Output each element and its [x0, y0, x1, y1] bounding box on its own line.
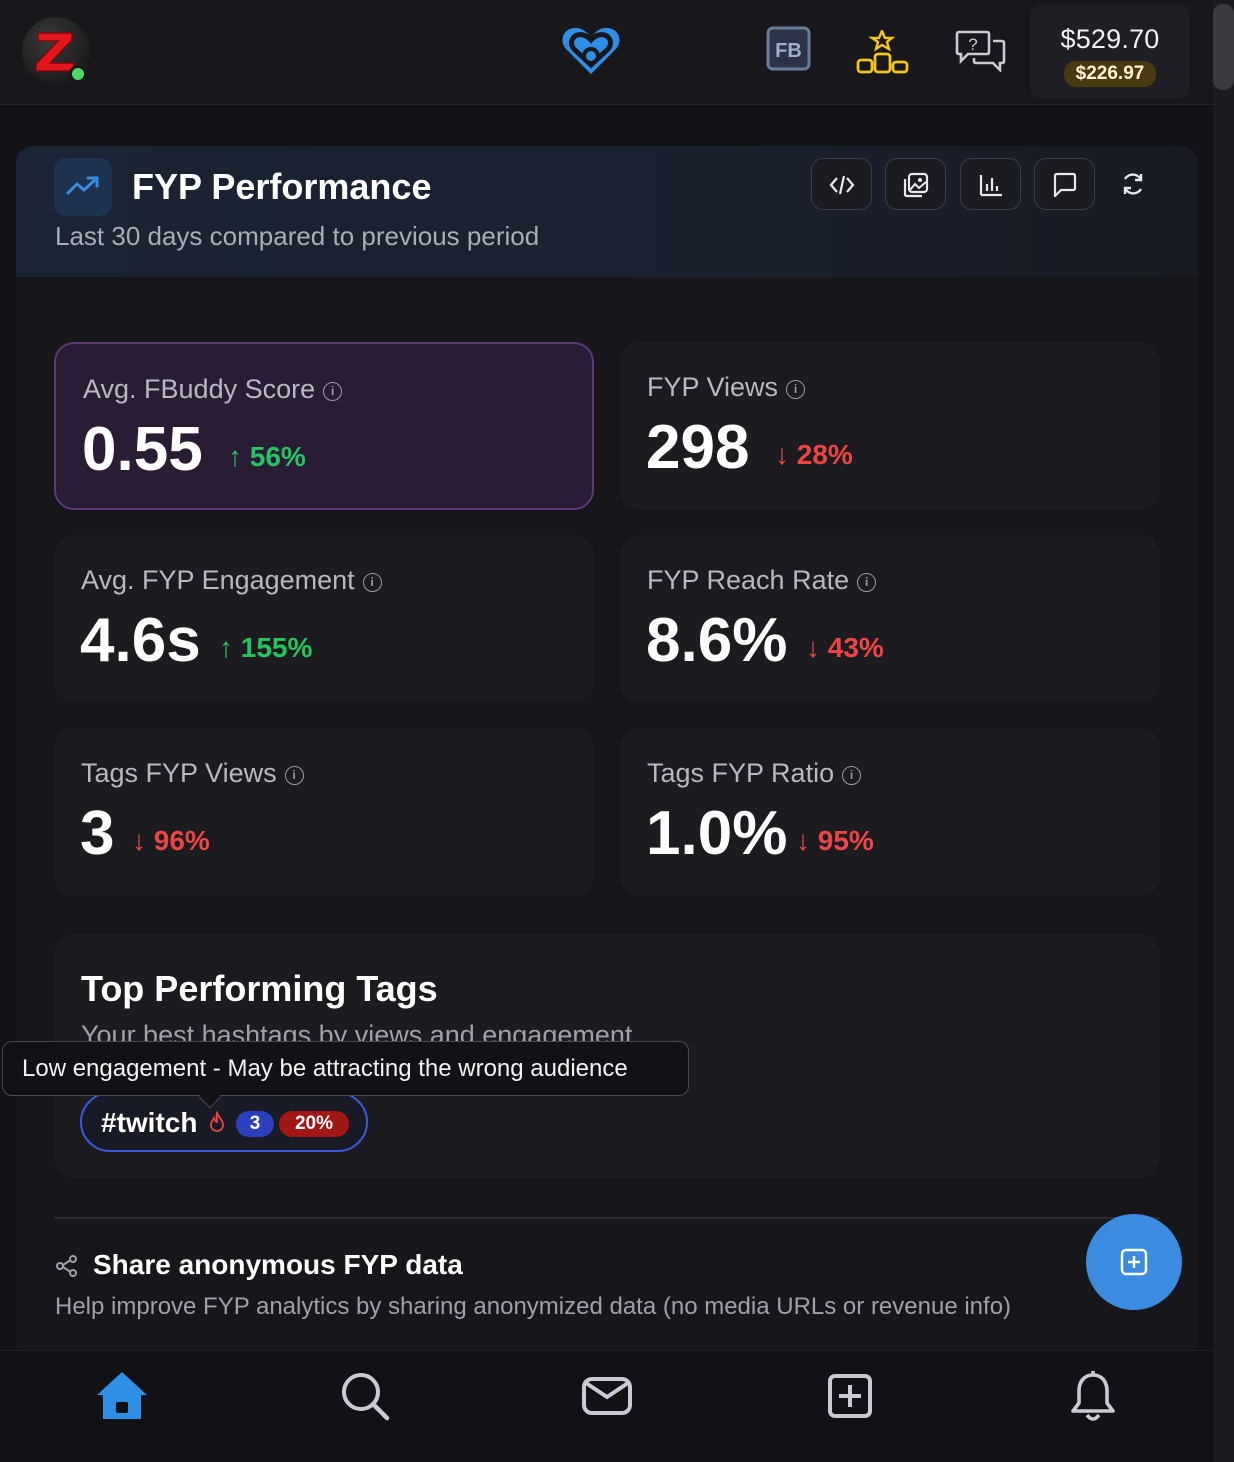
create-post-button[interactable]	[1086, 1214, 1182, 1310]
analytics-button[interactable]	[960, 158, 1021, 210]
metric-value: 298	[646, 413, 750, 482]
divider	[54, 1217, 1160, 1219]
embed-code-button[interactable]	[811, 158, 872, 210]
scrollbar-track[interactable]	[1214, 0, 1234, 1462]
metric-card-fyp-views[interactable]: FYP Views i 298 ↓ 28%	[620, 342, 1160, 510]
balance-sub: $226.97	[1063, 61, 1157, 87]
heart-logo-icon[interactable]	[560, 24, 622, 83]
search-icon[interactable]	[338, 1369, 392, 1428]
info-icon[interactable]: i	[857, 573, 877, 592]
metric-label: FYP Reach Rate i	[647, 565, 877, 596]
bar-chart-icon	[979, 175, 1002, 197]
metric-label: Tags FYP Views i	[81, 758, 304, 789]
comment-icon	[1053, 172, 1077, 198]
info-icon[interactable]: i	[323, 382, 343, 401]
metric-card-fbuddy-score[interactable]: Avg. FBuddy Score i 0.55 ↑ 56%	[54, 342, 594, 510]
online-status-dot	[69, 65, 87, 83]
panel-header: FYP Performance Last 30 days compared to…	[16, 146, 1198, 277]
metric-card-tags-fyp-ratio[interactable]: Tags FYP Ratio i 1.0% ↓ 95%	[620, 728, 1160, 896]
metric-card-fyp-engagement[interactable]: Avg. FYP Engagement i 4.6s ↑ 155%	[54, 535, 594, 703]
trending-up-icon	[54, 158, 112, 216]
gallery-icon	[903, 172, 929, 198]
tag-ratio-badge: 20%	[279, 1111, 349, 1137]
code-icon	[829, 175, 855, 195]
gallery-button[interactable]	[885, 158, 946, 210]
metric-value: 8.6%	[646, 606, 788, 675]
metric-label: Tags FYP Ratio i	[647, 758, 862, 789]
share-title[interactable]: Share anonymous FYP data	[93, 1249, 463, 1280]
info-icon[interactable]: i	[284, 766, 304, 785]
share-description: Help improve FYP analytics by sharing an…	[55, 1293, 1012, 1320]
plus-square-icon	[1120, 1248, 1148, 1276]
help-chat-icon[interactable]: ?	[954, 30, 1008, 77]
metric-value: 3	[80, 799, 115, 868]
refresh-icon	[1123, 173, 1143, 195]
info-icon[interactable]: i	[842, 766, 862, 785]
info-icon[interactable]: i	[786, 380, 806, 399]
metric-delta: ↑ 155%	[219, 632, 313, 663]
metric-delta: ↓ 28%	[775, 439, 853, 470]
share-icon	[55, 1254, 79, 1283]
metric-delta: ↓ 43%	[806, 632, 884, 663]
flame-icon	[209, 1110, 225, 1138]
scrollbar-thumb[interactable]	[1213, 4, 1234, 90]
avatar[interactable]	[22, 17, 90, 85]
tag-tooltip: Low engagement - May be attracting the w…	[2, 1041, 689, 1096]
tags-subtitle: Your best hashtags by views and engageme…	[81, 1020, 633, 1042]
create-icon[interactable]	[826, 1369, 874, 1428]
tag-pill[interactable]: #twitch 3 20%	[80, 1092, 368, 1152]
bottom-nav	[0, 1350, 1214, 1462]
metric-card-tags-fyp-views[interactable]: Tags FYP Views i 3 ↓ 96%	[54, 728, 594, 896]
leaderboard-icon[interactable]	[856, 27, 910, 79]
fb-icon[interactable]: FB	[766, 26, 811, 76]
svg-text:FB: FB	[775, 40, 802, 62]
metric-delta: ↑ 56%	[228, 441, 306, 472]
metric-value: 4.6s	[80, 606, 201, 675]
metric-label: Avg. FYP Engagement i	[81, 565, 382, 596]
metric-delta: ↓ 96%	[132, 825, 210, 856]
notifications-icon[interactable]	[1069, 1369, 1117, 1430]
metric-card-fyp-reach-rate[interactable]: FYP Reach Rate i 8.6% ↓ 43%	[620, 535, 1160, 703]
refresh-button[interactable]	[1120, 171, 1146, 202]
messages-icon[interactable]	[582, 1369, 632, 1428]
top-bar: FB ? $529.70 $226.97	[0, 0, 1214, 105]
comment-button[interactable]	[1034, 158, 1095, 210]
tag-views-badge: 3	[236, 1111, 274, 1137]
metric-value: 1.0%	[646, 799, 788, 868]
metric-delta: ↓ 95%	[796, 825, 874, 856]
metric-label: FYP Views i	[647, 372, 806, 403]
wallet-balance[interactable]: $529.70 $226.97	[1030, 4, 1190, 99]
balance-main: $529.70	[1060, 24, 1160, 54]
page-title: FYP Performance	[132, 166, 432, 207]
metric-label: Avg. FBuddy Score i	[83, 374, 343, 405]
page-subtitle: Last 30 days compared to previous period	[55, 221, 540, 251]
tag-name: #twitch	[101, 1107, 198, 1138]
svg-text:?: ?	[968, 35, 977, 54]
info-icon[interactable]: i	[362, 573, 382, 592]
tags-title: Top Performing Tags	[81, 968, 438, 1009]
metric-value: 0.55	[82, 415, 203, 484]
home-icon[interactable]	[94, 1369, 150, 1428]
